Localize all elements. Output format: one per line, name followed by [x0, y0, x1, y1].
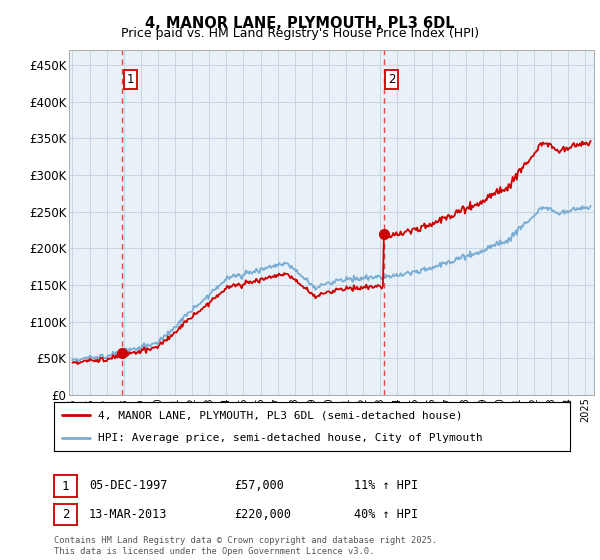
Text: 11% ↑ HPI: 11% ↑ HPI	[354, 479, 418, 492]
Text: 40% ↑ HPI: 40% ↑ HPI	[354, 507, 418, 521]
Text: 1: 1	[127, 73, 134, 86]
Text: £57,000: £57,000	[234, 479, 284, 492]
Text: 2: 2	[62, 508, 69, 521]
Text: 05-DEC-1997: 05-DEC-1997	[89, 479, 167, 492]
Text: 1: 1	[62, 479, 69, 493]
Text: 4, MANOR LANE, PLYMOUTH, PL3 6DL (semi-detached house): 4, MANOR LANE, PLYMOUTH, PL3 6DL (semi-d…	[98, 410, 463, 421]
Text: 13-MAR-2013: 13-MAR-2013	[89, 507, 167, 521]
Text: 2: 2	[388, 73, 395, 86]
Text: Contains HM Land Registry data © Crown copyright and database right 2025.
This d: Contains HM Land Registry data © Crown c…	[54, 536, 437, 556]
Text: £220,000: £220,000	[234, 507, 291, 521]
Text: HPI: Average price, semi-detached house, City of Plymouth: HPI: Average price, semi-detached house,…	[98, 433, 482, 444]
Text: Price paid vs. HM Land Registry's House Price Index (HPI): Price paid vs. HM Land Registry's House …	[121, 27, 479, 40]
Text: 4, MANOR LANE, PLYMOUTH, PL3 6DL: 4, MANOR LANE, PLYMOUTH, PL3 6DL	[145, 16, 455, 31]
